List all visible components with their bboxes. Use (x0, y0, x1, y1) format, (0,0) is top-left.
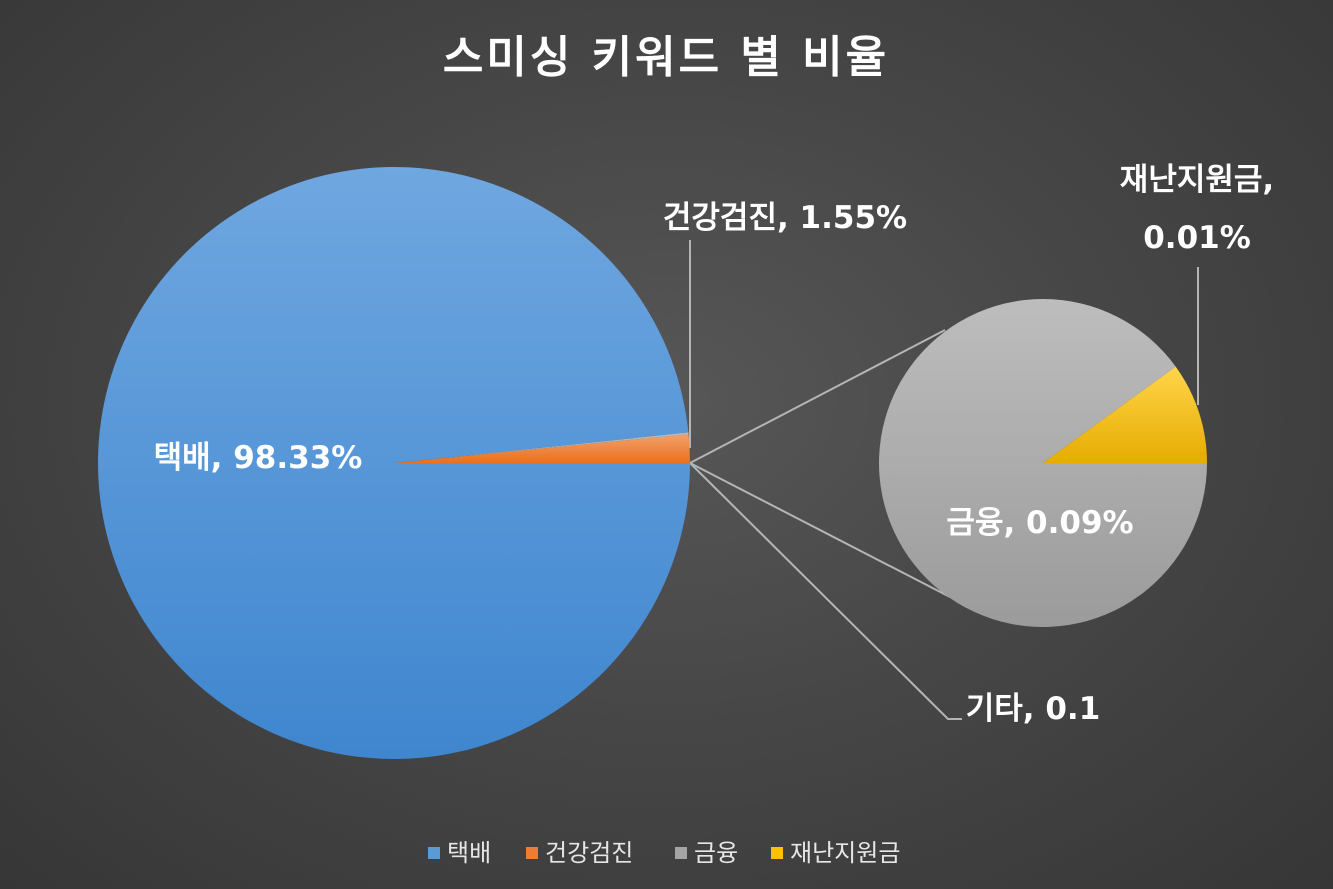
legend-swatch-금융 (675, 847, 687, 859)
slice-건강검진 (394, 434, 690, 463)
data-label-재난지원금-line1: 재난지원금, (1120, 162, 1274, 198)
main-pie (98, 167, 691, 759)
chart-title: 스미싱 키워드 별 비율 (443, 32, 889, 83)
legend-swatch-건강검진 (526, 847, 538, 859)
data-label-재난지원금-line2: 0.01% (1143, 220, 1251, 256)
data-labels: 택배, 98.33% 건강검진, 1.55% 기타, 0.1 금융, 0.09%… (154, 162, 1275, 727)
legend-swatch-재난지원금 (771, 847, 783, 859)
slice-택배 (98, 167, 691, 759)
secondary-pie (879, 298, 1207, 627)
connector-line-top (689, 329, 946, 464)
data-label-금융: 금융, 0.09% (946, 505, 1133, 541)
slice-기타 (394, 432, 689, 463)
slice-재난지원금 (1043, 366, 1207, 463)
legend-label-건강검진: 건강검진 (545, 839, 633, 867)
slice-금융 (879, 298, 1207, 627)
data-label-기타: 기타, 0.1 (966, 691, 1101, 727)
legend-label-금융: 금융 (694, 839, 738, 867)
legend-label-택배: 택배 (447, 839, 491, 867)
leader-lines (689, 240, 1199, 720)
legend: 택배 건강검진 금융 재난지원금 (428, 839, 900, 867)
legend-label-재난지원금: 재난지원금 (790, 839, 900, 867)
connector-line-bottom (689, 462, 951, 598)
leader-line-기타 (689, 462, 962, 720)
legend-swatch-택배 (428, 847, 440, 859)
data-label-건강검진: 건강검진, 1.55% (663, 200, 907, 236)
data-label-택배: 택배, 98.33% (154, 440, 363, 476)
